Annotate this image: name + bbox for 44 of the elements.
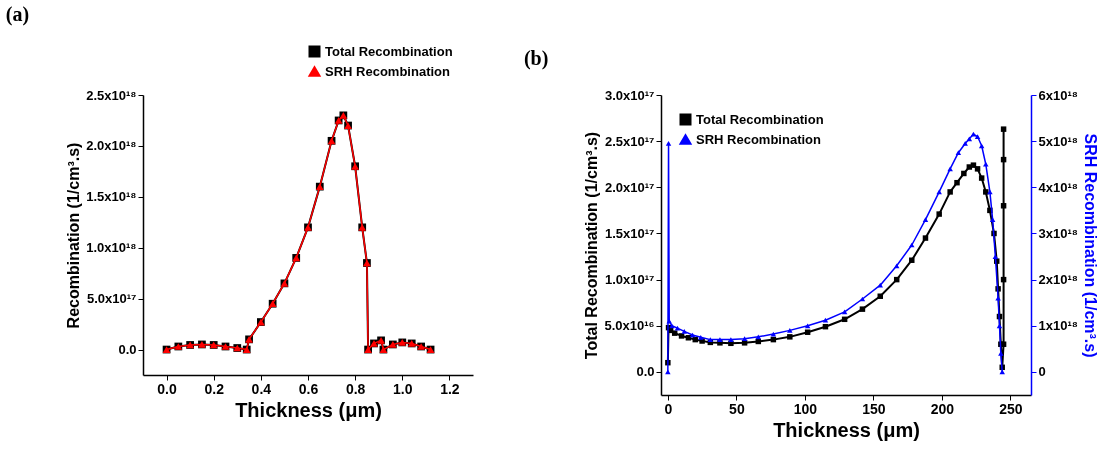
chart-title: (b) bbox=[523, 47, 549, 70]
y2-tick-label: 6x10¹⁸ bbox=[1038, 87, 1078, 103]
y-tick-label: 1.0x10¹⁷ bbox=[605, 272, 655, 288]
y-tick-label: 1.5x10¹⁷ bbox=[605, 225, 655, 241]
x-tick-label: 50 bbox=[729, 400, 745, 417]
legend-label: SRH Recombination bbox=[696, 131, 822, 147]
x-tick-label: 0.0 bbox=[157, 380, 178, 397]
y-tick-label: 2.5x10¹⁷ bbox=[605, 133, 655, 149]
x-axis-title: Thickness (μm) bbox=[235, 398, 382, 421]
x-axis-title: Thickness (μm) bbox=[773, 418, 920, 441]
y-tick-label: 1.0x10¹⁸ bbox=[86, 240, 137, 256]
x-tick-label: 1.2 bbox=[440, 380, 460, 397]
x-tick-label: 1.0 bbox=[393, 380, 413, 397]
y-tick-label: 2.0x10¹⁸ bbox=[86, 138, 137, 154]
y2-tick-label: 3x10¹⁸ bbox=[1038, 225, 1078, 241]
legend-label: SRH Recombination bbox=[325, 63, 451, 79]
legend-label: Total Recombination bbox=[325, 43, 453, 59]
y-tick-label: 5.0x10¹⁶ bbox=[604, 318, 655, 334]
y-tick-label: 0.0 bbox=[118, 342, 137, 358]
x-tick-label: 0.6 bbox=[298, 380, 319, 397]
y2-tick-label: 4x10¹⁸ bbox=[1038, 179, 1078, 195]
y2-tick-label: 5x10¹⁸ bbox=[1038, 133, 1078, 149]
x-tick-label: 0 bbox=[664, 400, 673, 417]
y2-tick-label: 2x10¹⁸ bbox=[1038, 272, 1078, 288]
y-tick-label: 2.5x10¹⁸ bbox=[86, 87, 137, 103]
chart-title: (a) bbox=[5, 3, 30, 26]
y-axis-title: Total Recombination (1/cm³.s) bbox=[583, 131, 601, 360]
y-tick-label: 1.5x10¹⁸ bbox=[86, 189, 137, 205]
x-tick-label: 0.8 bbox=[345, 380, 366, 397]
y2-tick-label: 1x10¹⁸ bbox=[1038, 318, 1078, 334]
y-tick-label: 0.0 bbox=[636, 364, 655, 380]
y-tick-label: 2.0x10¹⁷ bbox=[605, 179, 655, 195]
x-tick-label: 250 bbox=[999, 400, 1023, 417]
y-axis-title: Recombination (1/cm³.s) bbox=[65, 142, 83, 329]
y-tick-label: 3.0x10¹⁷ bbox=[605, 87, 655, 103]
y2-tick-label: 0 bbox=[1038, 364, 1046, 380]
x-tick-label: 200 bbox=[930, 400, 955, 417]
y-tick-label: 5.0x10¹⁷ bbox=[87, 291, 137, 307]
legend-label: Total Recombination bbox=[696, 111, 824, 127]
x-tick-label: 0.2 bbox=[204, 380, 225, 397]
x-tick-label: 100 bbox=[793, 400, 818, 417]
x-tick-label: 0.4 bbox=[251, 380, 272, 397]
y2-axis-title: SRH Recombination (1/cm³.s) bbox=[1081, 133, 1099, 358]
x-tick-label: 150 bbox=[862, 400, 886, 417]
